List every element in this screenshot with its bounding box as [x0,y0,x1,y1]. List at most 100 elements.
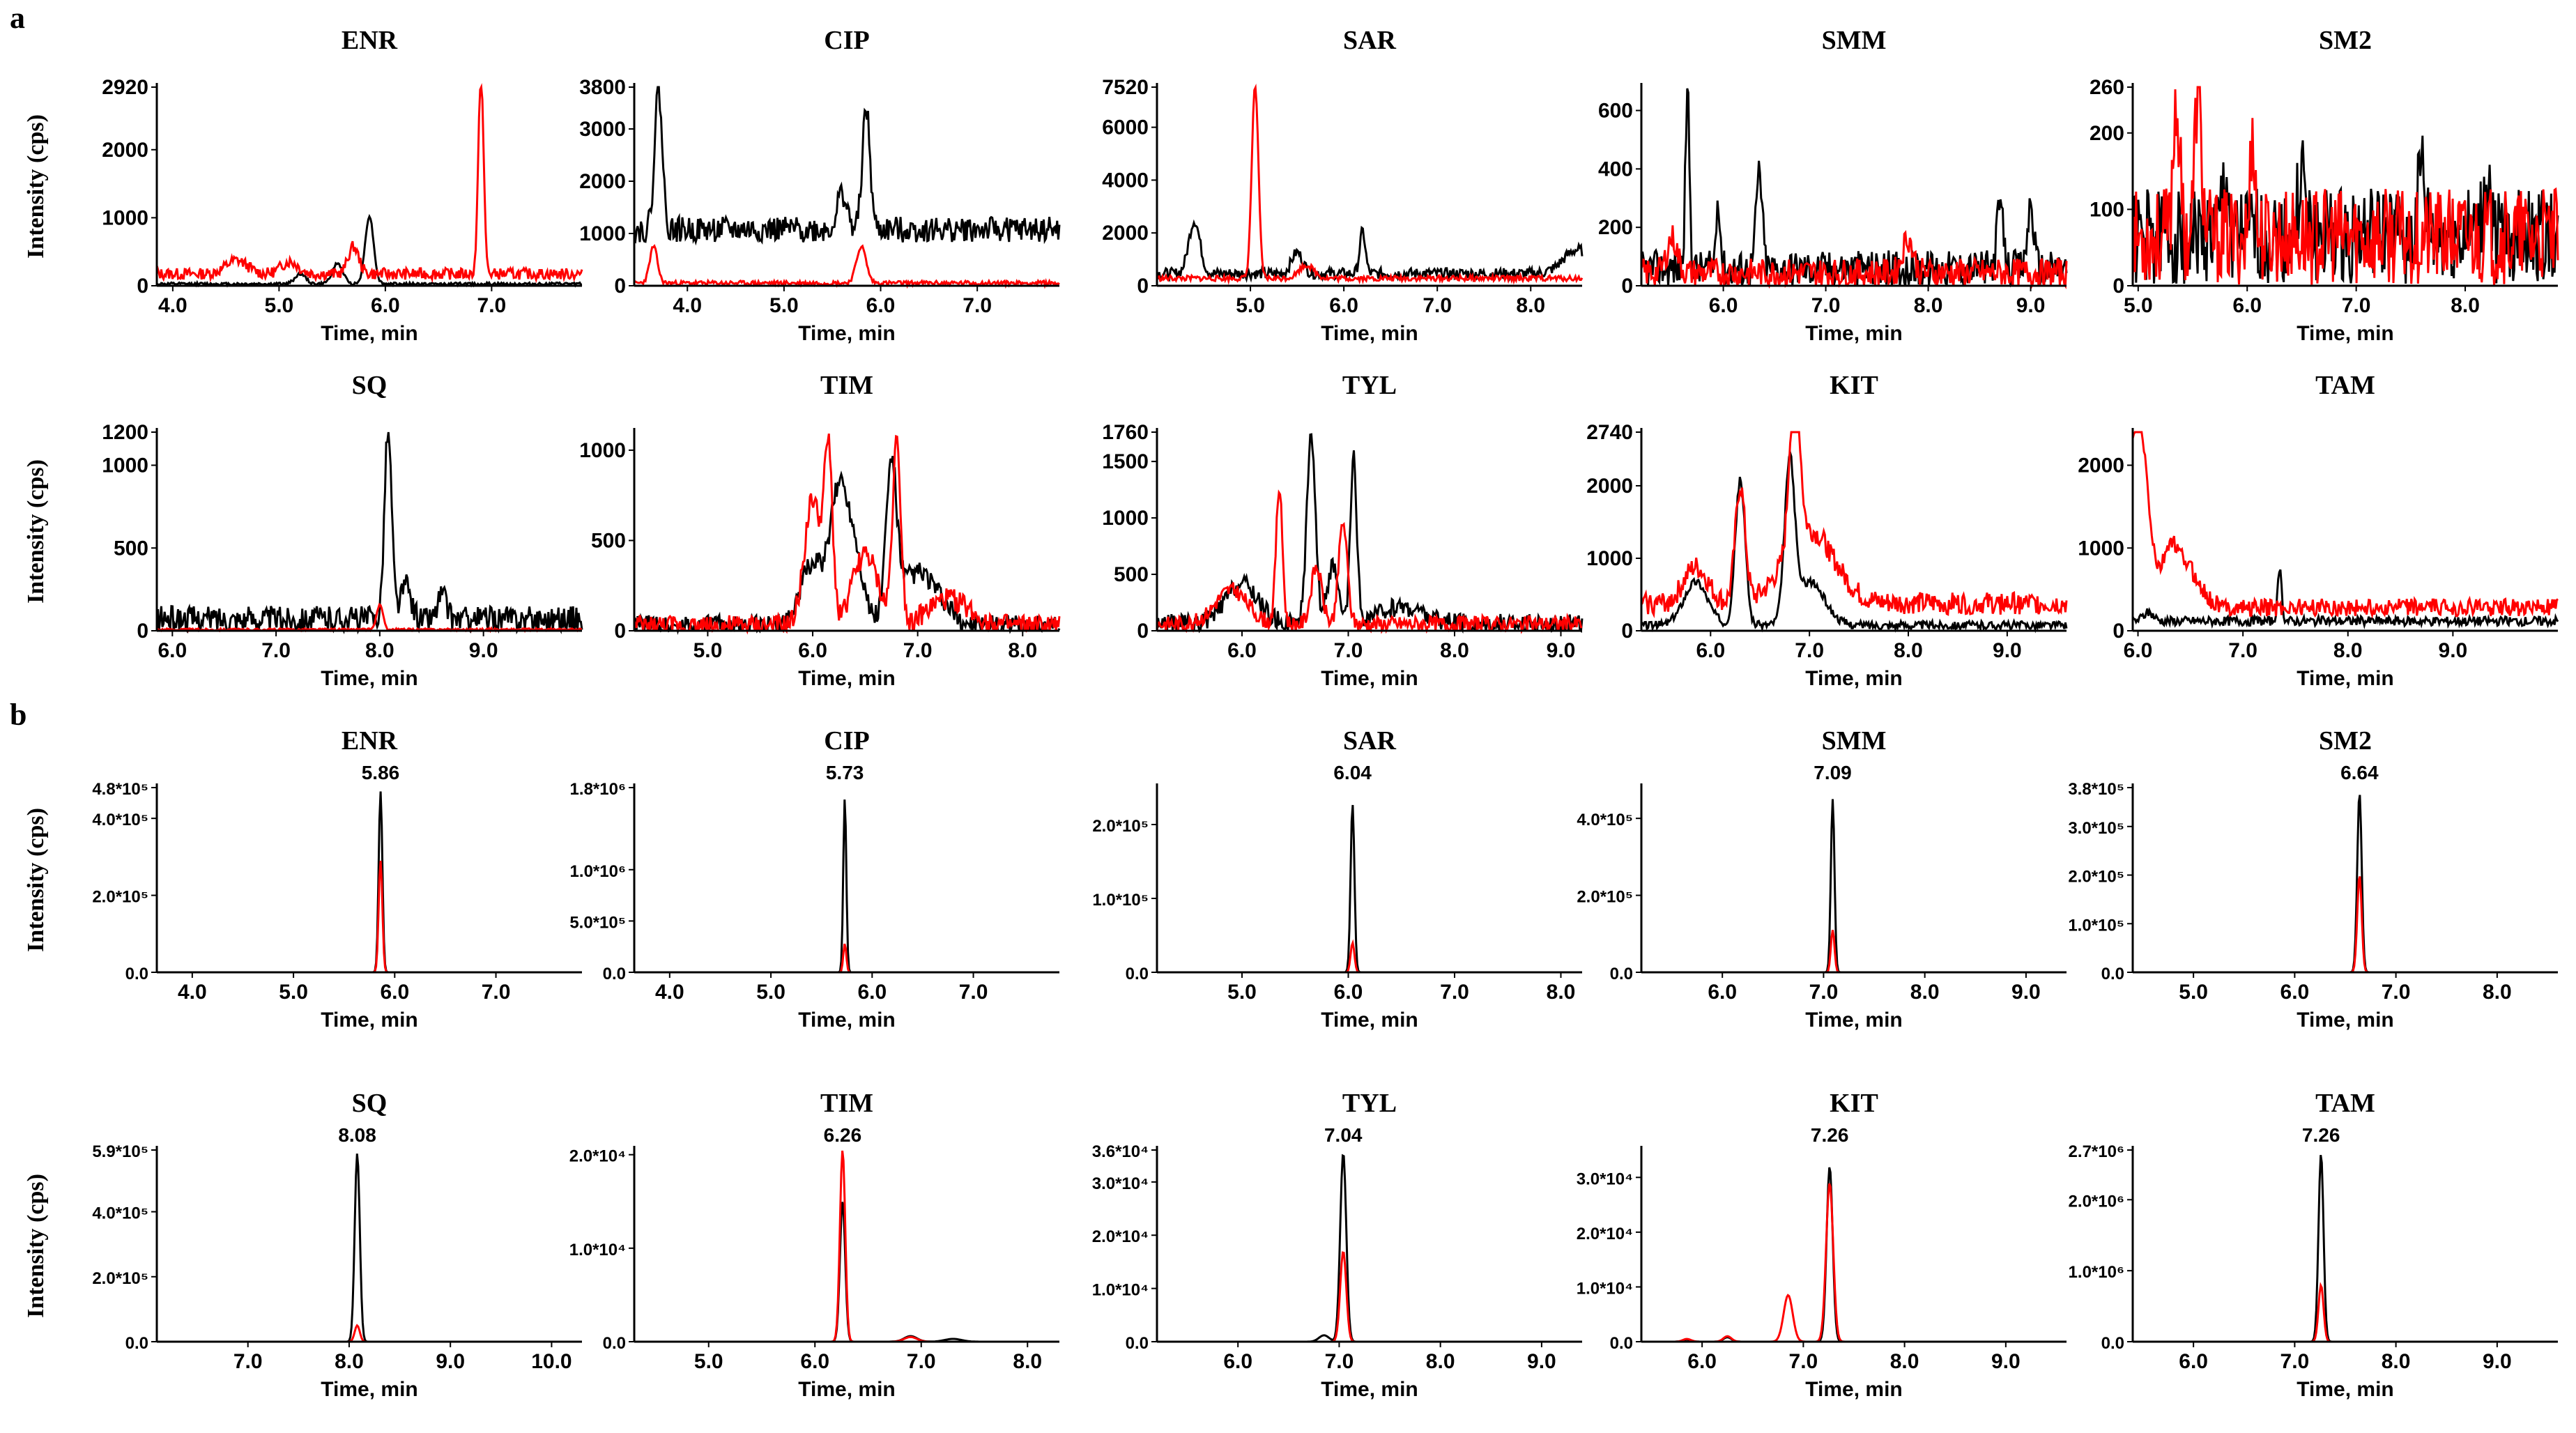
y-tick-label: 3.6*10⁴ [1092,1142,1149,1161]
x-axis-label: Time, min [1321,667,1418,690]
x-tick-label: 8.0 [1890,1350,1919,1373]
series-line-black [2133,795,2558,974]
x-axis-label: Time, min [1321,1009,1418,1032]
x-tick-label: 6.0 [2232,294,2262,317]
x-tick-label: 6.0 [380,981,409,1004]
chart-title: SAR [1343,26,1397,55]
chart-b-tim: TIM 5.0 6.0 7.0 8.0 0.0 1.0*10⁴ 2.0*10⁴ Time, mi… [569,1089,1059,1401]
x-axis-label: Time, min [321,667,417,690]
y-tick-label: 2000 [1102,222,1149,245]
y-tick-label: 2.0*10⁴ [569,1147,626,1166]
x-tick-label: 6.0 [371,294,400,317]
series-line-red [157,1324,582,1343]
series-line-black [633,86,1061,246]
y-tick-label: 400 [1598,158,1633,181]
peak-label: 7.26 [2302,1124,2340,1146]
chart-a-smm: SMM 6.0 7.0 8.0 9.0 0 200 400 600 Time, min [1598,26,2068,345]
y-tick-label: 3800 [579,76,626,99]
y-axis-label: Intensity (cps) [23,1174,49,1318]
section-a-label: a [10,1,25,35]
peak-label: 7.26 [1811,1124,1849,1146]
x-axis-label: Time, min [798,322,895,345]
chart-title: CIP [824,26,869,55]
chart-b-sm2: SM2 5.0 6.0 7.0 8.0 0.0 1.0*10⁵ 2.0*10⁵ 3.0*10⁵ 3… [2068,726,2558,1032]
x-tick-label: 8.0 [1440,639,1469,662]
x-tick-label: 9.0 [1547,639,1576,662]
y-tick-label: 2000 [579,170,626,193]
peak-label: 7.09 [1814,762,1852,783]
chart-title: SM2 [2319,726,2372,756]
y-tick-label: 5.0*10⁵ [569,913,626,932]
x-axis-label: Time, min [1805,667,1902,690]
x-tick-label: 8.0 [365,639,394,662]
series-line-black [634,799,1059,974]
x-tick-label: 9.0 [2439,639,2468,662]
y-tick-label: 6000 [1102,116,1149,139]
x-tick-label: 4.0 [655,981,684,1004]
x-tick-label: 7.0 [1809,981,1839,1004]
y-tick-label: 4.8*10⁵ [92,780,148,799]
series-line-red [634,1150,1059,1343]
x-tick-label: 8.0 [1910,981,1940,1004]
y-tick-label: 0 [614,620,626,643]
x-axis-label: Time, min [1805,322,1902,345]
chart-title: KIT [1830,1089,1878,1118]
y-tick-label: 3.8*10⁵ [2068,780,2124,799]
y-tick-label: 1.0*10⁶ [2069,1263,2124,1282]
chart-title: CIP [824,726,869,756]
y-tick-label: 2.7*10⁶ [2069,1142,2124,1161]
peak-label: 6.64 [2340,762,2379,783]
series-line-red [2131,86,2559,286]
x-axis-label: Time, min [798,1009,895,1032]
x-tick-label: 5.0 [279,981,308,1004]
series-line-black [155,213,583,288]
series-line-red [633,433,1061,635]
chart-a-cip: CIP 4.0 5.0 6.0 7.0 0 1000 2000 3000 3800 Time, mi… [579,26,1061,345]
series-line-red [1157,1251,1582,1343]
y-axis-label: Intensity (cps) [23,808,49,952]
y-tick-label: 0 [1621,620,1633,643]
x-tick-label: 9.0 [436,1350,465,1373]
y-tick-label: 3.0*10⁴ [1577,1170,1633,1188]
y-tick-label: 1000 [1102,507,1149,530]
series-line-black [2131,135,2559,284]
y-tick-label: 1000 [579,439,626,462]
y-tick-label: 1000 [2078,537,2124,560]
x-tick-label: 7.0 [1789,1350,1818,1373]
chart-title: ENR [342,26,398,55]
x-tick-label: 9.0 [1527,1350,1556,1373]
x-tick-label: 5.0 [693,639,723,662]
peak-label: 5.86 [362,762,400,783]
x-tick-label: 6.0 [2280,981,2310,1004]
peak-label: 5.73 [826,762,864,783]
x-tick-label: 7.0 [233,1350,263,1373]
x-tick-label: 8.0 [2382,1350,2411,1373]
chart-title: TIM [820,1089,873,1118]
peak-label: 6.04 [1333,762,1372,783]
x-axis-label: Time, min [2297,1378,2393,1401]
chart-a-sar: SAR 5.0 6.0 7.0 8.0 0 2000 4000 6000 7520 Time, mi… [1102,26,1584,345]
x-tick-label: 9.0 [2016,294,2046,317]
y-tick-label: 500 [591,529,626,552]
y-tick-label: 0.0 [603,965,626,983]
y-tick-label: 0.0 [2101,965,2124,983]
peak-label: 7.04 [1324,1124,1363,1146]
x-axis-label: Time, min [2297,322,2393,345]
x-tick-label: 6.0 [158,639,187,662]
chart-title: SQ [352,1089,388,1118]
y-tick-label: 1500 [1102,450,1149,473]
chart-title: TAM [2315,1089,2375,1118]
x-tick-label: 9.0 [1991,1350,2021,1373]
x-tick-label: 7.0 [2280,1350,2310,1373]
y-tick-label: 0.0 [603,1334,626,1353]
x-tick-label: 8.0 [1013,1350,1042,1373]
x-tick-label: 7.0 [1795,639,1824,662]
y-tick-label: 260 [2090,76,2124,99]
x-tick-label: 7.0 [1325,1350,1354,1373]
chart-title: TYL [1342,1089,1397,1118]
x-tick-label: 7.0 [903,639,933,662]
y-tick-label: 600 [1598,100,1633,123]
chart-b-enr: ENR 4.0 5.0 6.0 7.0 0.0 2.0*10⁵ 4.0*10⁵ 4.8*10⁵ T… [23,726,582,1032]
y-tick-label: 1000 [102,206,148,229]
